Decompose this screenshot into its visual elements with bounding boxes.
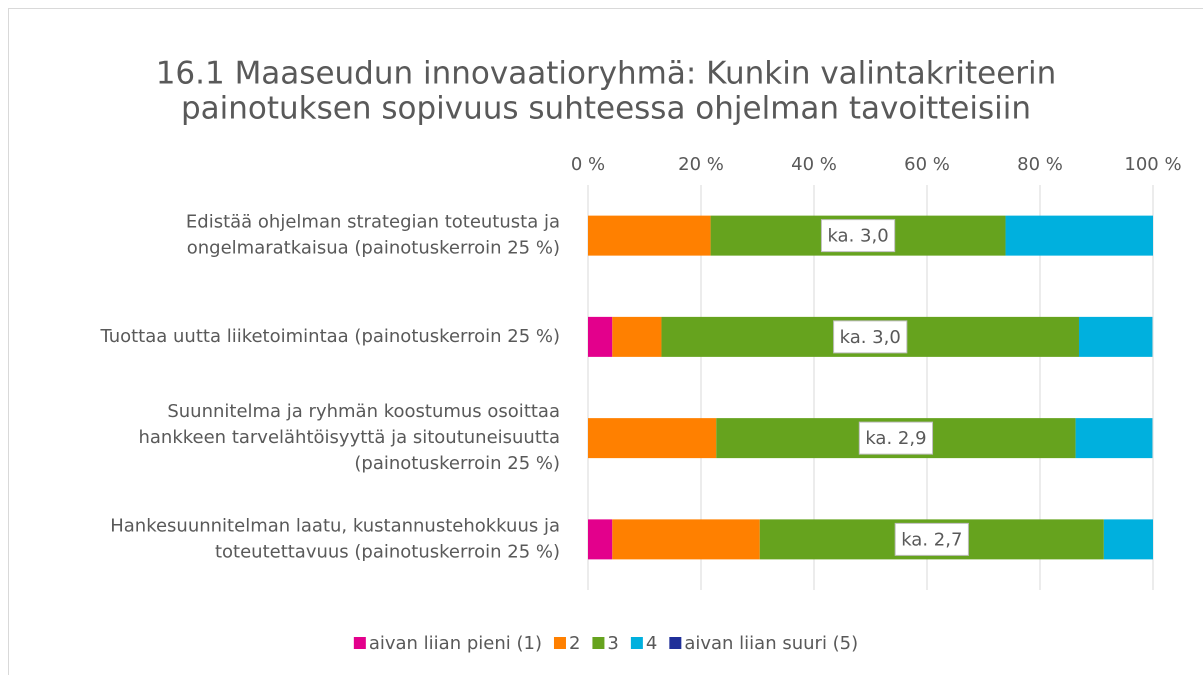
annotation: ka. 3,0 [827, 226, 888, 247]
legend-label: 3 [607, 633, 618, 654]
x-tick-label: 40 % [791, 154, 837, 175]
x-tick-label: 100 % [1124, 154, 1181, 175]
x-tick-label: 20 % [678, 154, 724, 175]
legend-swatch [353, 637, 366, 649]
legend-swatch [553, 637, 566, 649]
annotation-box [858, 421, 934, 455]
legend-label: 4 [646, 633, 657, 654]
bar-segment [1103, 519, 1153, 560]
legend-swatch [592, 637, 605, 649]
legend: aivan liian pieni (1) 2 3 4 aivan liian suur… [353, 633, 858, 654]
chart-title: 16.1 Maaseudun innovaatioryhmä: Kunkin v… [156, 56, 1057, 92]
y-tick-line: hankkeen tarvelähtöisyyttä ja sitoutunei… [138, 427, 560, 448]
y-tick-line: ongelmaratkaisua (painotuskerroin 25 %) [187, 238, 560, 259]
annotation: ka. 2,9 [865, 428, 926, 449]
y-tick-line: Edistää ohjelman strategian toteutusta j… [186, 212, 560, 233]
bar-segment [588, 418, 717, 459]
bar-segment [612, 519, 760, 560]
y-tick-label: Edistää ohjelman strategian toteutusta j… [186, 212, 560, 259]
bar-segment [588, 215, 711, 256]
legend-label: aivan liian suuri (5) [684, 633, 858, 654]
annotation: ka. 3,0 [840, 327, 901, 348]
legend-label: aivan liian pieni (1) [369, 633, 542, 654]
bar-segment [612, 316, 662, 357]
y-tick-label: Hankesuunnitelman laatu, kustannustehokk… [110, 515, 560, 562]
legend-swatch [669, 637, 682, 649]
x-tick-label: 0 % [571, 154, 605, 175]
annotation: ka. 2,7 [901, 529, 962, 550]
y-tick-line: Tuottaa uutta liiketoimintaa (painotuske… [99, 326, 560, 347]
y-tick-line: Hankesuunnitelman laatu, kustannustehokk… [110, 515, 560, 536]
y-tick-line: (painotuskerroin 25 %) [354, 453, 560, 474]
bar-segment [588, 519, 613, 560]
bar-segment [1078, 316, 1153, 357]
bar-segment [1075, 418, 1153, 459]
chart-title: painotuksen sopivuus suhteessa ohjelman … [181, 91, 1031, 127]
bar-segment [588, 316, 613, 357]
legend-label: 2 [569, 633, 580, 654]
y-tick-label: Tuottaa uutta liiketoimintaa (painotuske… [99, 326, 560, 347]
annotation-box [820, 219, 896, 253]
y-tick-label: Suunnitelma ja ryhmän koostumus osoittaa… [138, 401, 560, 474]
y-tick-line: Suunnitelma ja ryhmän koostumus osoittaa [167, 401, 560, 422]
y-tick-line: toteutettavuus (painotuskerroin 25 %) [215, 541, 560, 562]
bar-segment [1005, 215, 1153, 256]
x-tick-label: 60 % [904, 154, 950, 175]
annotation-box [833, 320, 908, 354]
annotation-box [894, 522, 969, 556]
x-tick-label: 80 % [1017, 154, 1063, 175]
legend-swatch [630, 637, 643, 649]
